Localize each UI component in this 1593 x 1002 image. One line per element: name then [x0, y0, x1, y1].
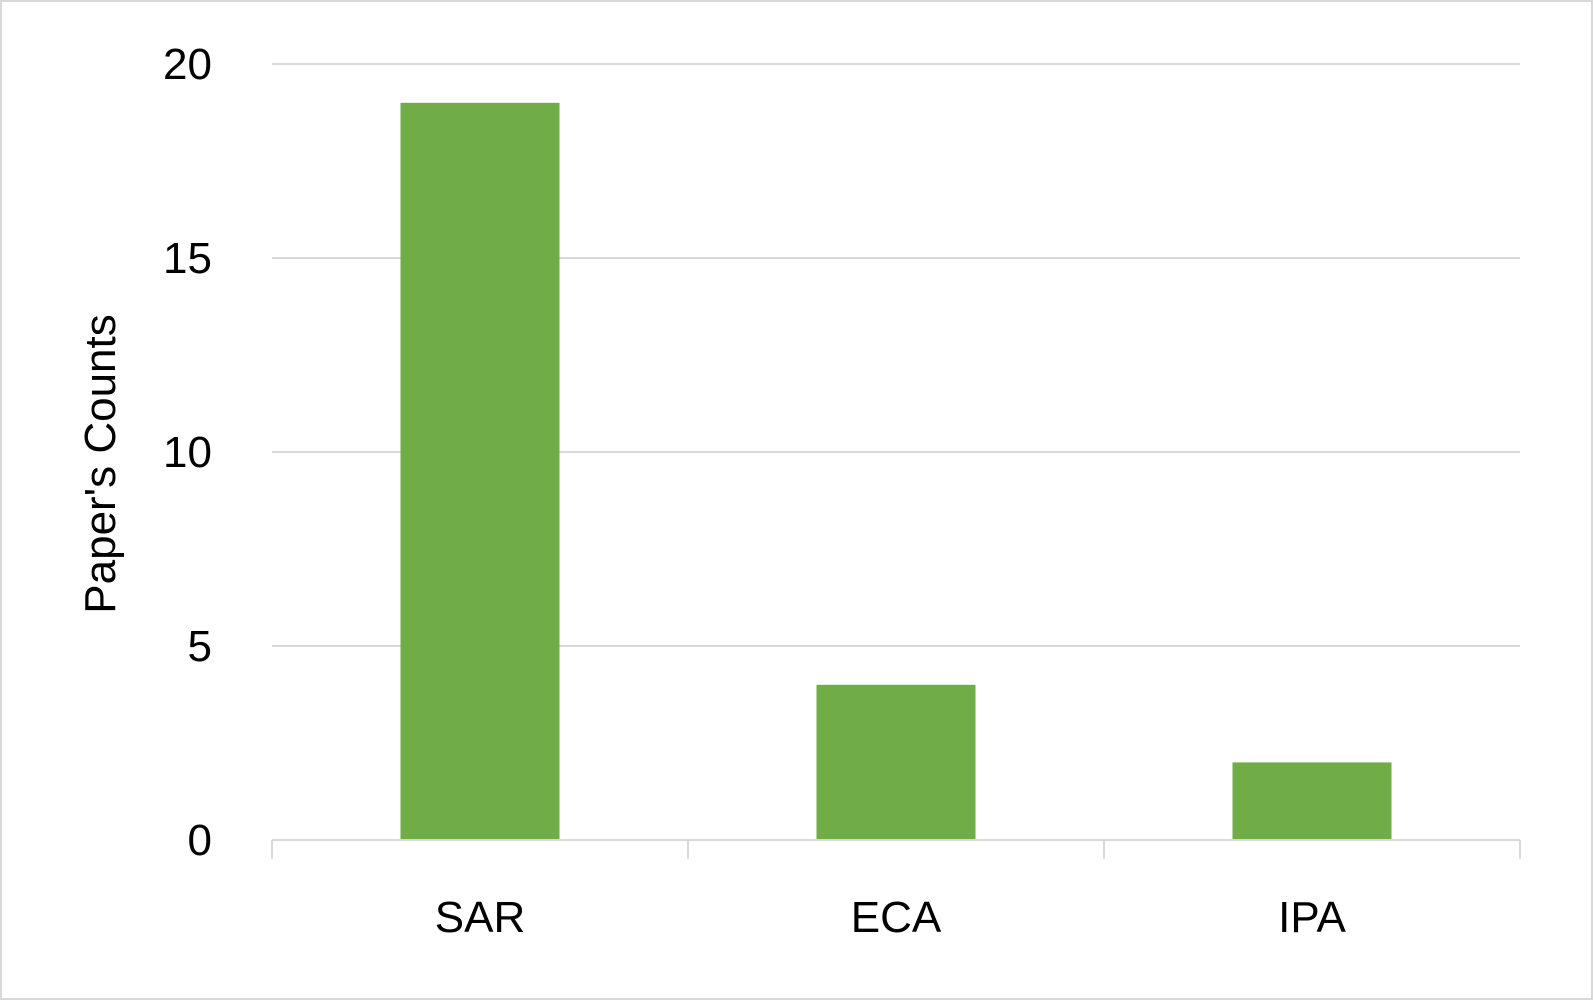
y-tick-label-15: 15	[163, 234, 212, 283]
y-tick-label-5: 5	[188, 622, 212, 671]
bar-eca	[816, 684, 976, 840]
y-tick-label-0: 0	[188, 816, 212, 865]
x-tick-label-sar: SAR	[435, 893, 525, 942]
y-tick-label-20: 20	[163, 40, 212, 89]
y-axis-title: Paper's Counts	[76, 314, 125, 613]
bar-sar	[400, 102, 560, 841]
x-tick-label-ipa: IPA	[1278, 893, 1346, 942]
bars	[400, 102, 1392, 841]
x-axis	[271, 839, 1521, 859]
x-tick-label-eca: ECA	[851, 893, 942, 942]
x-axis-ticks: SAR ECA IPA	[435, 893, 1347, 942]
bar-ipa	[1232, 762, 1392, 840]
y-axis-ticks: 0 5 10 15 20	[163, 40, 212, 865]
y-tick-label-10: 10	[163, 428, 212, 477]
